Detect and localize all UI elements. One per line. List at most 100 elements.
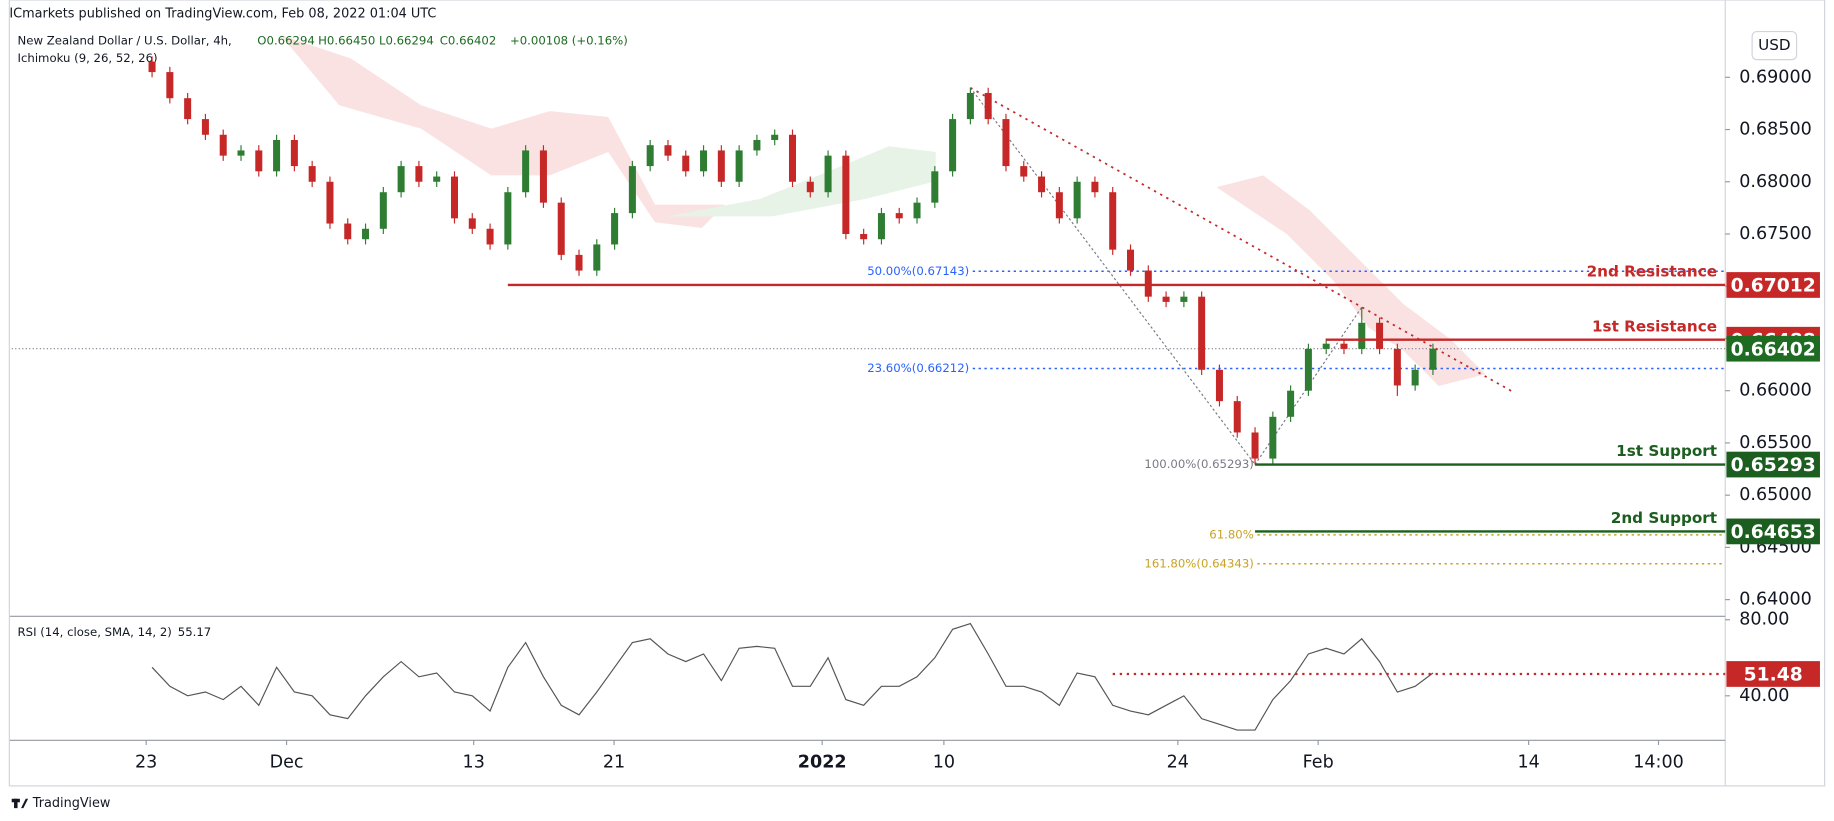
candle-body [646,145,654,167]
candle-body [1393,348,1401,386]
candle-body [949,119,957,172]
candle-body [771,134,779,140]
fib-label: 61.80% [1209,527,1254,541]
y-tick-label: 0.64000 [1739,590,1812,610]
candle-body [326,181,334,224]
ohlc-value: H0.66450 [318,33,375,47]
candle-body [735,150,743,182]
fib-label: 161.80%(0.64343) [1144,556,1253,570]
candle-body [539,150,547,203]
candle-body [219,134,227,156]
candle-body [308,166,316,182]
price-tag-label: 0.65293 [1731,455,1816,476]
candle-body [166,72,174,99]
candle-body [255,150,263,172]
fib-label: 100.00%(0.65293) [1144,457,1253,471]
candle-body [913,202,921,219]
candle-body [1233,401,1241,433]
candle-body [788,134,797,182]
candle-body [700,150,708,172]
publish-header: ICmarkets published on TradingView.com, … [9,7,436,22]
candle-body [362,228,370,240]
candle-body [148,61,156,73]
price-tag [1726,272,1820,298]
x-tick-label: 21 [603,753,625,773]
price-tag-label: 0.64653 [1731,522,1816,543]
candle-body [628,166,636,214]
fib-label: 50.00%(0.67143) [867,264,969,278]
y-tick-label: 0.66000 [1739,381,1812,401]
candle-body [1340,343,1348,349]
candle-body [237,150,245,156]
ohlc-value: O0.66294 [257,33,315,47]
candle-body [611,213,619,245]
candle-body [1358,322,1366,349]
x-tick-label: Dec [270,753,304,773]
candle-body [1091,181,1099,193]
candle-body [504,192,512,245]
candle-body [575,254,583,271]
candle-body [415,166,423,182]
candle-body [379,192,387,229]
candle-body [682,155,690,172]
y-tick-label: 0.67500 [1739,224,1812,244]
ohlc-value: C0.66402 [440,33,497,47]
level-name: 2nd Resistance [1587,263,1717,281]
candle-body [468,218,476,229]
x-tick-label: 10 [933,753,955,773]
footer-brand: TradingView [32,796,111,811]
candle-body [1322,343,1330,349]
candle-body [1126,249,1135,271]
price-tag [1726,518,1820,545]
candle-body [1180,296,1188,302]
candle-body [1162,296,1170,302]
candle-body [1215,369,1223,402]
candle-body [877,213,885,240]
candle-body [1198,296,1206,370]
candle-body [344,223,352,240]
candle-body [433,176,441,182]
candle-body [1429,348,1437,370]
candle-body [1020,166,1028,177]
candle-body [1251,432,1259,459]
candle-body [984,92,992,120]
candle-body [1376,322,1384,349]
fib-connector [969,87,1256,465]
candle-body [557,202,565,255]
y-tick-label: 0.68000 [1739,172,1812,192]
level-name: 2nd Support [1611,509,1717,527]
cloud-bear [1216,175,1486,386]
candle-body [717,150,725,182]
logo-part [14,798,18,809]
candle-body [842,155,850,234]
x-tick-label: 13 [463,753,485,773]
price-tag [1726,451,1820,478]
rsi-title: RSI (14, close, SMA, 14, 2) [18,625,172,639]
ohlc-legend: O0.66294 H0.66450 L0.66294 C0.66402 +0.00108… [257,33,628,47]
ohlc-value: L0.66294 [379,33,434,47]
x-tick-label: 14:00 [1633,753,1684,773]
candle-body [860,233,868,240]
currency-button[interactable] [1751,30,1798,61]
price-tag-label: 51.48 [1744,665,1803,686]
candle-body [1144,270,1152,297]
cloud-bear [280,35,726,229]
candle-body [201,119,209,135]
rsi-line [151,622,1434,731]
trend-line [969,86,1516,394]
cloud-bull [666,146,936,217]
candle-body [184,98,192,120]
currency-label[interactable]: USD [1758,36,1790,54]
price-tag-label: 0.66402 [1731,339,1816,360]
indicator-title: Ichimoku (9, 26, 52, 26) [18,51,158,65]
candle-body [1055,192,1063,219]
candle-body [450,176,458,219]
candle-body [1002,119,1010,167]
candle-body [806,181,814,193]
candle-body [397,166,405,193]
rsi-tick-label: 40.00 [1739,686,1789,706]
y-tick-label: 0.69000 [1739,67,1812,87]
